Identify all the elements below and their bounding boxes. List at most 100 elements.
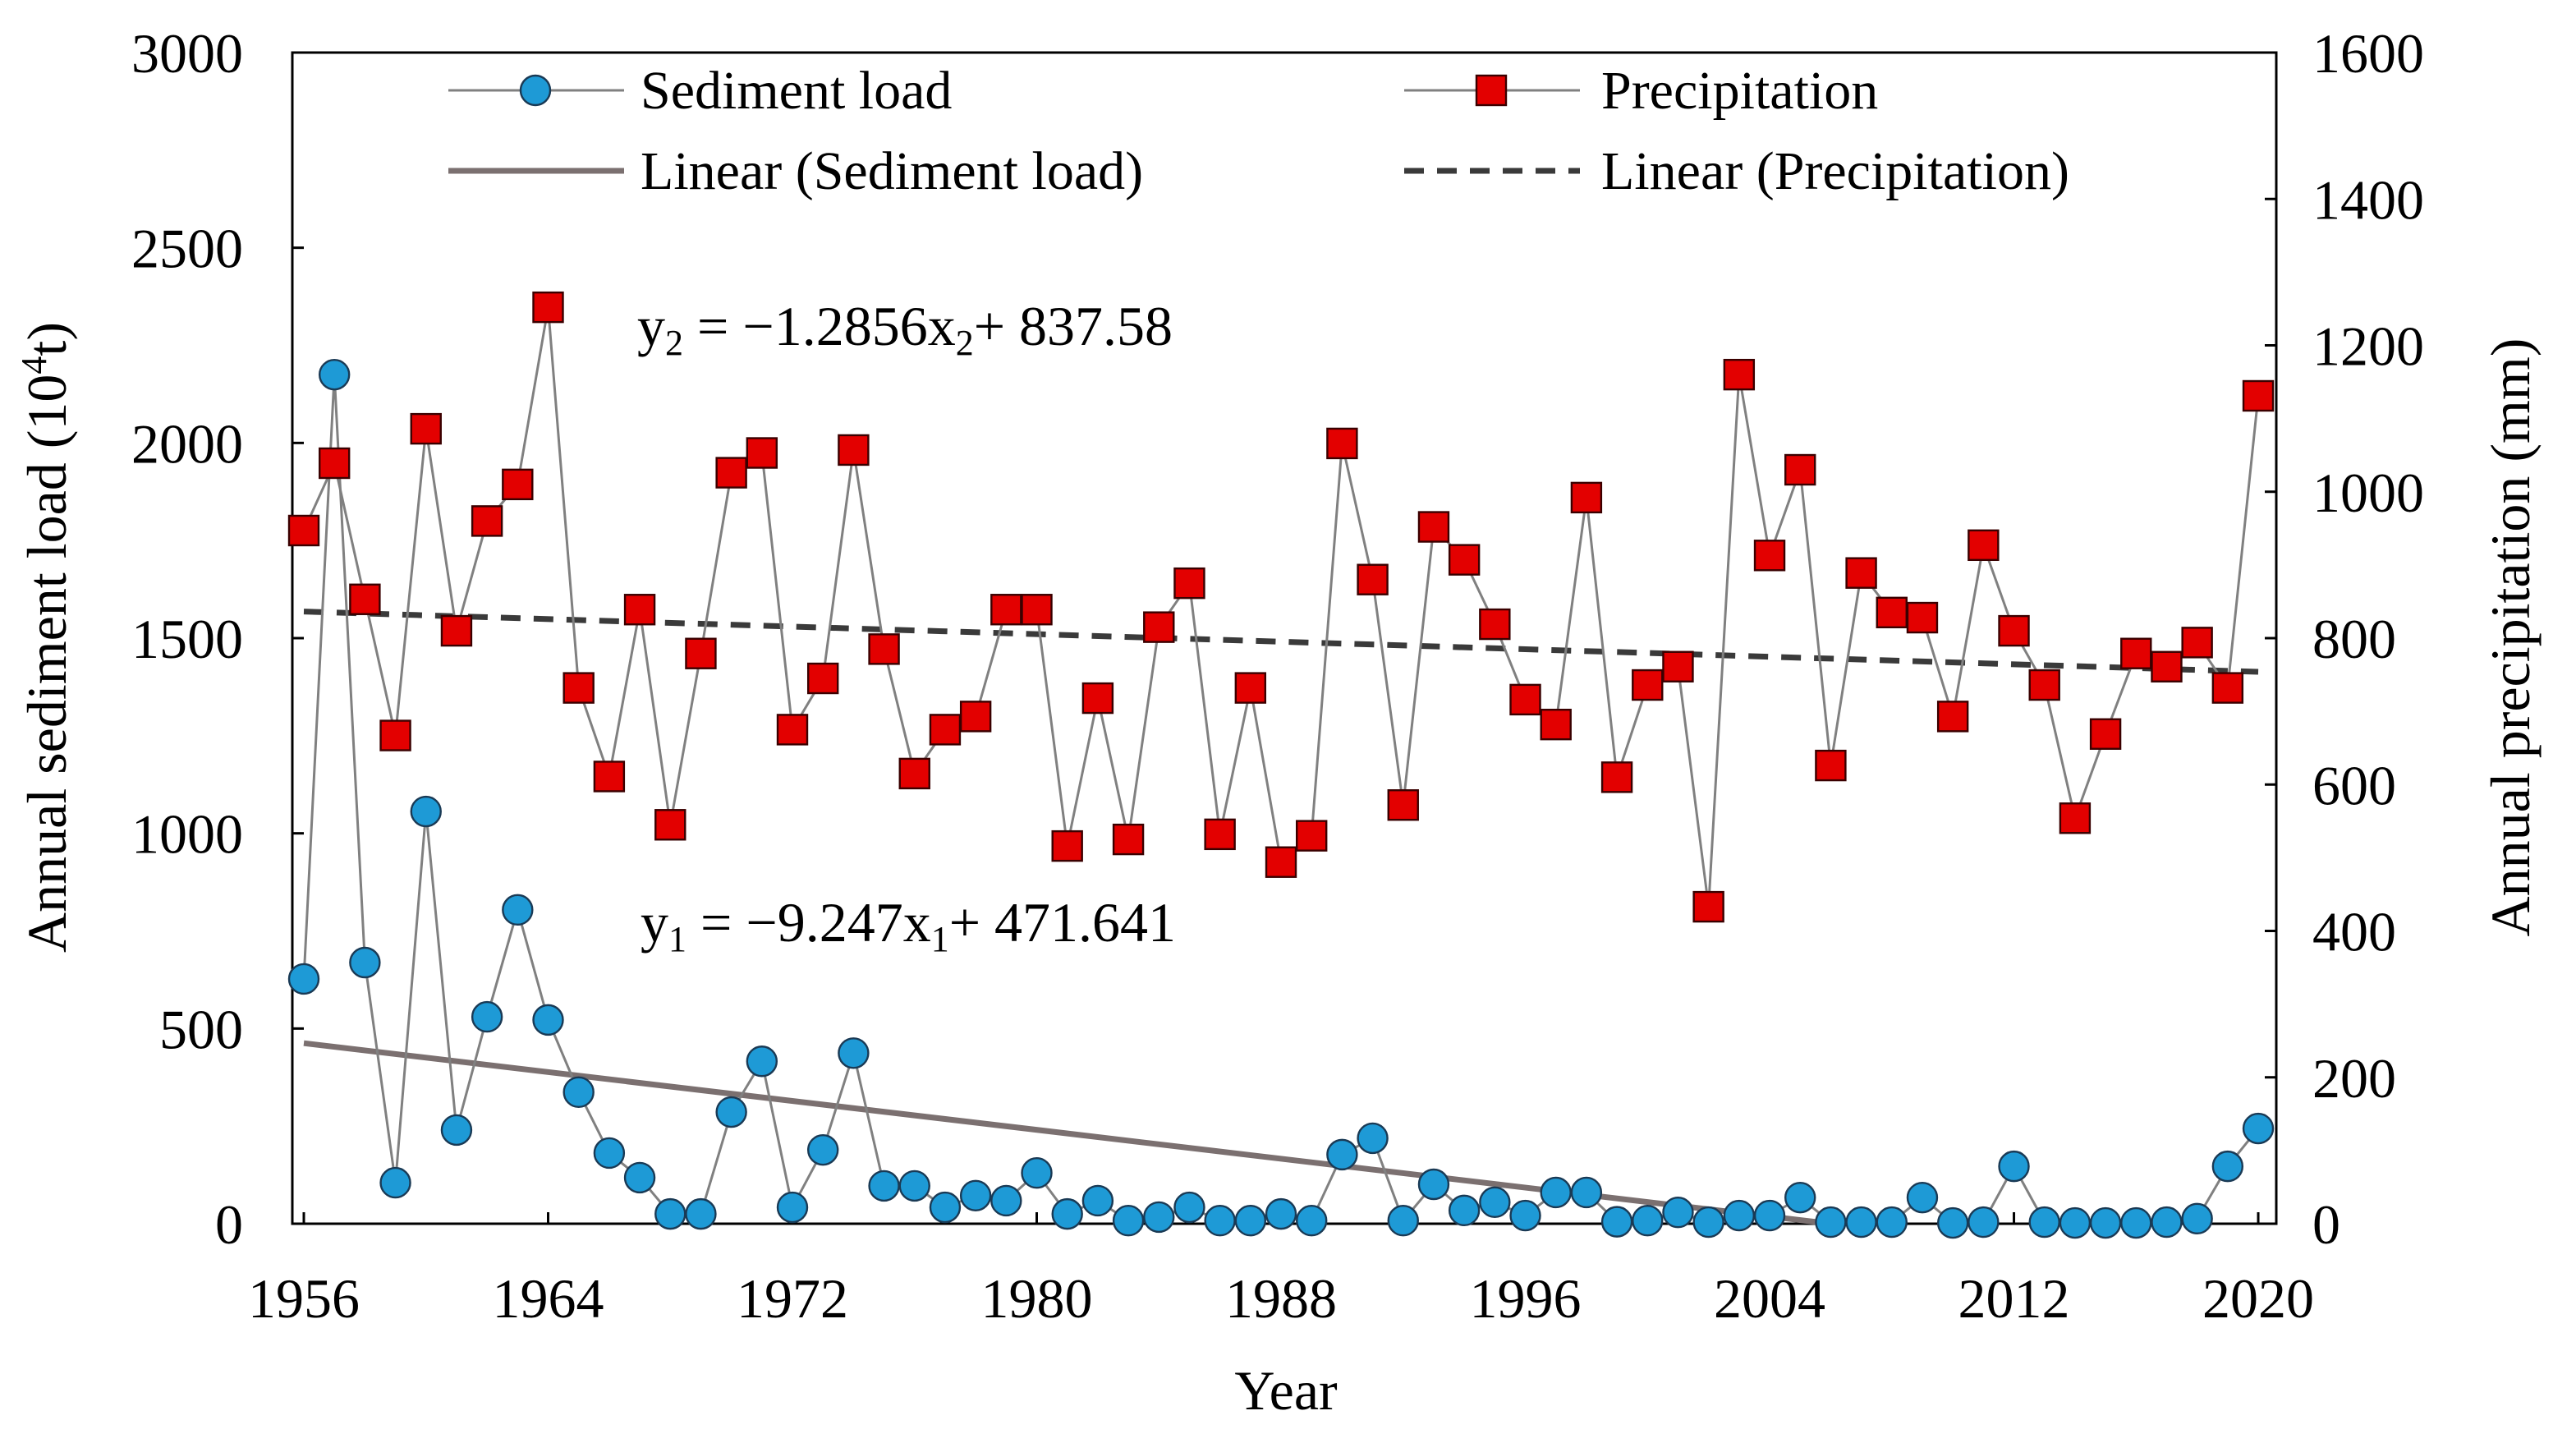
precip-point [502,468,534,501]
precip-point [1936,701,1969,733]
x-tick-label: 1996 [1470,1267,1582,1330]
sediment-point [2242,1112,2275,1145]
sediment-point [1296,1204,1328,1237]
sediment-point [2181,1202,2213,1235]
sediment-point [318,358,351,391]
sediment-point [2151,1206,2183,1238]
y2-tick-label: 400 [2312,901,2396,963]
precip-point [1051,829,1083,862]
sediment-point [1387,1204,1419,1237]
sediment-point [1479,1186,1511,1219]
precip-point [959,701,992,733]
sediment-point [502,894,534,926]
sediment-point [532,1004,564,1036]
sediment-point [898,1170,930,1202]
sediment-point [287,963,320,995]
sediment-point [1357,1122,1389,1155]
precip-point [1632,669,1664,701]
sediment-point [1632,1204,1664,1237]
precip-point [318,447,351,480]
sediment-point [1692,1206,1724,1238]
x-axis-title: Year [1234,1359,1338,1422]
sediment-point [654,1197,686,1230]
sediment-point [715,1096,747,1128]
legend-sediment-label: Sediment load [641,61,952,121]
sediment-point [1968,1206,2000,1238]
precip-point [2181,627,2213,659]
precip-point [2151,650,2183,682]
sediment-point [1936,1206,1969,1239]
precip-point [1234,672,1267,704]
plot-frame [291,51,2278,1225]
sediment-point [1662,1197,1694,1229]
precip-point [1784,453,1816,486]
sediment-point [623,1161,656,1194]
sediment-point [685,1197,717,1230]
precip-point [440,614,473,647]
sediment-point [1600,1206,1633,1238]
sediment-point [1448,1194,1481,1227]
precip-point [1692,890,1724,923]
precip-point [623,594,656,626]
y-tick-label: 500 [159,998,243,1060]
legend-precip-trend-label: Linear (Precipitation) [1601,141,2069,201]
precip-point [287,514,320,547]
precip-point [1204,818,1236,851]
precip-point [1845,557,1877,589]
sediment-series-line [302,375,2260,1225]
x-tick-label: 1988 [1225,1267,1337,1330]
sediment-point [1998,1150,2030,1183]
precip-point [1662,650,1694,682]
precip-series-line [302,306,2260,908]
precip-point [929,714,962,746]
precip-point [2211,672,2244,704]
y2-tick-label: 1000 [2312,462,2424,524]
y-tick-label: 0 [215,1193,243,1256]
sediment-point [1173,1191,1205,1224]
x-tick-label: 1956 [248,1267,360,1330]
sediment-point [440,1114,473,1147]
sediment-point [1570,1176,1603,1209]
sediment-point [806,1133,839,1166]
sediment-point [868,1170,900,1202]
x-tick-label: 2020 [2202,1267,2314,1330]
sediment-point [471,1000,503,1033]
sediment-point [2059,1206,2092,1239]
precip-point [1265,846,1297,878]
equation-precip: y2 = −1.2856x2+ 837.58 [637,295,1173,363]
precip-point [1968,529,2000,562]
precip-point [410,412,442,445]
sediment-point [1540,1176,1572,1209]
precip-point [1815,749,1847,782]
y-tick-label: 1500 [131,608,243,670]
sediment-point [562,1076,595,1109]
sediment-point [1417,1168,1450,1201]
precip-point [2059,802,2092,834]
precip-point [1357,563,1389,595]
equation-sediment: y1 = −9.247x1+ 471.641 [641,891,1176,959]
y2-tick-label: 800 [2312,608,2396,670]
sediment-point [2120,1206,2152,1239]
sediment-point [838,1037,870,1069]
precip-point [562,672,595,704]
sediment-point [1845,1206,1877,1238]
precip-point [1600,761,1633,793]
sediment-point [959,1179,992,1211]
sediment-point [1265,1197,1297,1230]
y-tick-label: 1000 [131,803,243,866]
precip-point [654,809,686,841]
sediment-point [2028,1206,2060,1238]
sediment-point [1509,1199,1541,1232]
precip-point [379,719,411,751]
x-tick-label: 1964 [493,1267,604,1330]
sediment-point [593,1137,626,1170]
sediment-point [1906,1181,1939,1214]
precip-point [868,633,900,665]
sediment-point [929,1191,962,1224]
precip-point [2120,637,2152,669]
precip-point [1296,820,1328,852]
precip-point [593,761,626,793]
y2-tick-label: 1600 [2312,22,2424,85]
sediment-trend-line [303,1040,1831,1227]
precip-point [1998,614,2030,647]
